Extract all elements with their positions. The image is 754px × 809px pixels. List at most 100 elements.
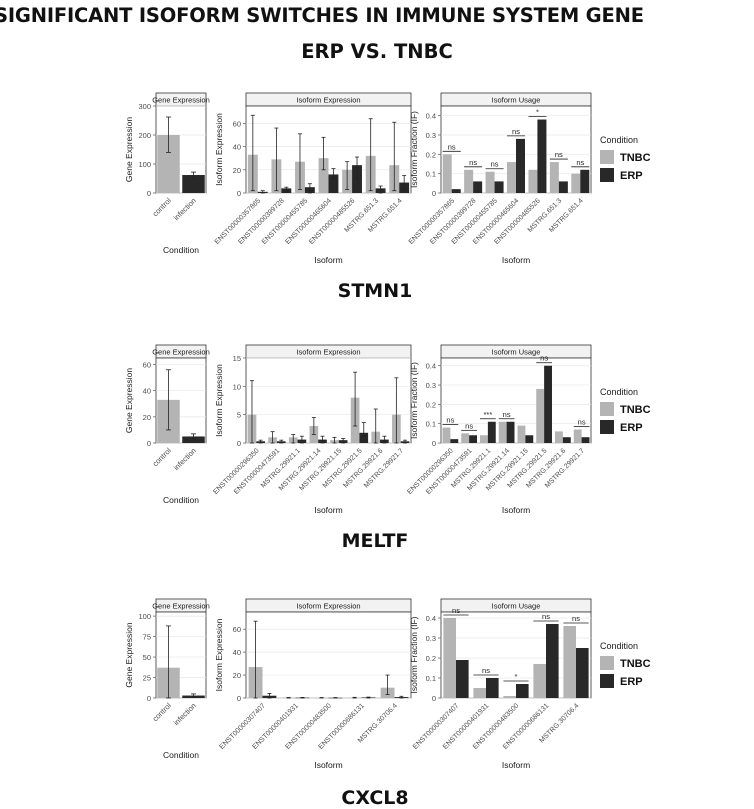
legend-label-erp: ERP [620,170,643,182]
panel-strip-label: Isoform Expression [296,602,360,611]
bar-tnbc-ENST00000399728 [464,169,474,193]
y-tick-label: 20 [233,166,241,175]
bar-erp-ENST00000455785 [494,181,504,193]
y-tick-label: 0 [432,694,436,703]
bar-erp-ENST00000465604 [516,138,525,193]
y-axis-label: Gene Expression [124,117,134,182]
significance-label: * [536,108,539,117]
bar-erp-MSTRG.651.3 [558,181,568,193]
bar-tnbc-ENST00000473591 [461,433,470,443]
x-tick-label: infection [172,701,198,727]
x-axis-label: Isoform [502,505,530,515]
panel-strip-label: Isoform Expression [296,348,360,357]
y-tick-label: 40 [233,648,241,657]
significance-label: ns [491,160,499,169]
gene-label-cxcl8: CXCL8 [341,787,409,809]
panel-meltf-isoform-expression: Isoform Expression 0 5 10 15 Isoform Expressi… [212,344,412,515]
y-axis-label: Isoform Fraction (IF) [409,616,419,693]
panel-meltf-isoform-usage: Isoform Usage 0 0.1 0.2 0.3 0.4 Isoform Fracti… [406,344,592,515]
legend-label-erp: ERP [620,676,643,688]
y-tick-label: 10 [233,382,241,391]
bar-erp-ENST00000307407 [456,660,469,698]
panel-strip-label: Gene Expression [152,602,210,611]
bar-tnbc-ENST00000357865 [442,154,452,193]
bar-tnbc-MSTRG.651.3 [549,162,559,193]
bar-tnbc-ENST00000465604 [507,162,516,193]
bar-tnbc-ENST00000465604 [318,158,329,193]
panel-stmn1-isoform-usage: Isoform Usage 0 0.1 0.2 0.3 0.4 Isoform Fracti… [408,92,592,265]
bar-erp-MSTRG.29921.15 [525,435,534,443]
y-tick-label: 0.2 [426,400,436,409]
bar-tnbc-MSTRG.651.4 [571,173,581,193]
x-tick-label: ENST00000399728 [237,197,286,246]
x-axis-label: Isoform [314,760,342,770]
legend-cxcl8: Condition TNBC ERP [600,641,651,688]
y-tick-label: 0.2 [426,654,436,663]
bar-erp-ENST00000401931 [486,678,499,698]
panel-stmn1-isoform-expression: Isoform Expression 0 20 40 60 Isoform Express… [214,92,412,265]
significance-label: ns [572,614,580,623]
bar-erp-ENST00000399728 [473,181,483,193]
x-tick-label: ENST00000455785 [261,197,310,246]
panel-strip-label: Isoform Usage [492,96,541,105]
bar-tnbc-MSTRG.29921.15 [517,425,526,443]
legend-swatch-erp [600,674,614,688]
y-axis-label: Isoform Fraction (IF) [409,111,419,188]
significance-label: ns [555,150,563,159]
gene-label-meltf: MELTF [341,530,409,552]
bar-erp-ENST00000686131 [546,624,559,698]
y-axis-label: Isoform Expression [214,618,224,691]
significance-label: ns [512,127,520,136]
significance-label: ns [576,158,584,167]
y-tick-label: 300 [138,102,151,111]
legend-label-tnbc: TNBC [620,658,651,670]
x-axis-label: Isoform [314,505,342,515]
bar-erp-ENST00000465604 [328,174,339,193]
panel-strip-label: Isoform Usage [492,602,541,611]
bar-erp-MSTRG.651.4 [580,169,590,193]
significance-label: ns [482,666,490,675]
y-tick-label: 0.1 [426,674,436,683]
figure-subtitle: ERP VS. TNBC [301,40,453,63]
y-tick-label: 0 [237,189,241,198]
significance-label: * [515,672,518,681]
panel-strip-label: Isoform Usage [492,348,541,357]
legend-title: Condition [600,387,638,397]
y-tick-label: 40 [233,143,241,152]
x-axis-label: Isoform [314,255,342,265]
bar-tnbc-ENST00000483500 [503,696,516,698]
y-tick-label: 60 [233,625,241,634]
bar-erp-MSTRG.30706.4 [576,648,589,698]
x-tick-label: control [151,196,174,219]
significance-label: ns [540,354,548,363]
bar-erp-MSTRG.29921.1 [487,421,496,443]
significance-label: ns [578,417,586,426]
significance-label: ns [446,416,454,425]
bar-erp-MSTRG.29921.5 [359,432,369,443]
x-tick-label: infection [172,446,198,472]
y-tick-label: 0 [147,694,151,703]
y-axis-label: Isoform Expression [214,364,224,437]
bar-tnbc-MSTRG.29921.7 [573,429,582,443]
bar-tnbc-ENST00000485526 [528,169,538,193]
y-tick-label: 15 [233,354,241,363]
bar-tnbc-MSTRG.29921.14 [498,421,507,443]
gene-label-stmn1: STMN1 [337,280,413,302]
bar-infection [182,175,205,193]
y-tick-label: 0.1 [426,170,436,179]
legend-swatch-tnbc [600,402,614,416]
y-tick-label: 75 [143,633,151,642]
bar-tnbc-ENST00000307407 [443,618,456,698]
bar-erp-ENST00000296350 [450,439,459,443]
legend-title: Condition [600,641,638,651]
legend-swatch-erp [600,420,614,434]
y-tick-label: 60 [233,119,241,128]
panel-strip-label: Gene Expression [152,96,210,105]
legend-swatch-erp [600,168,614,182]
y-axis-label: Gene Expression [124,368,134,433]
y-axis-label: Isoform Fraction (IF) [409,362,419,439]
x-tick-label: ENST00000357865 [214,197,263,246]
bar-control [157,135,180,193]
